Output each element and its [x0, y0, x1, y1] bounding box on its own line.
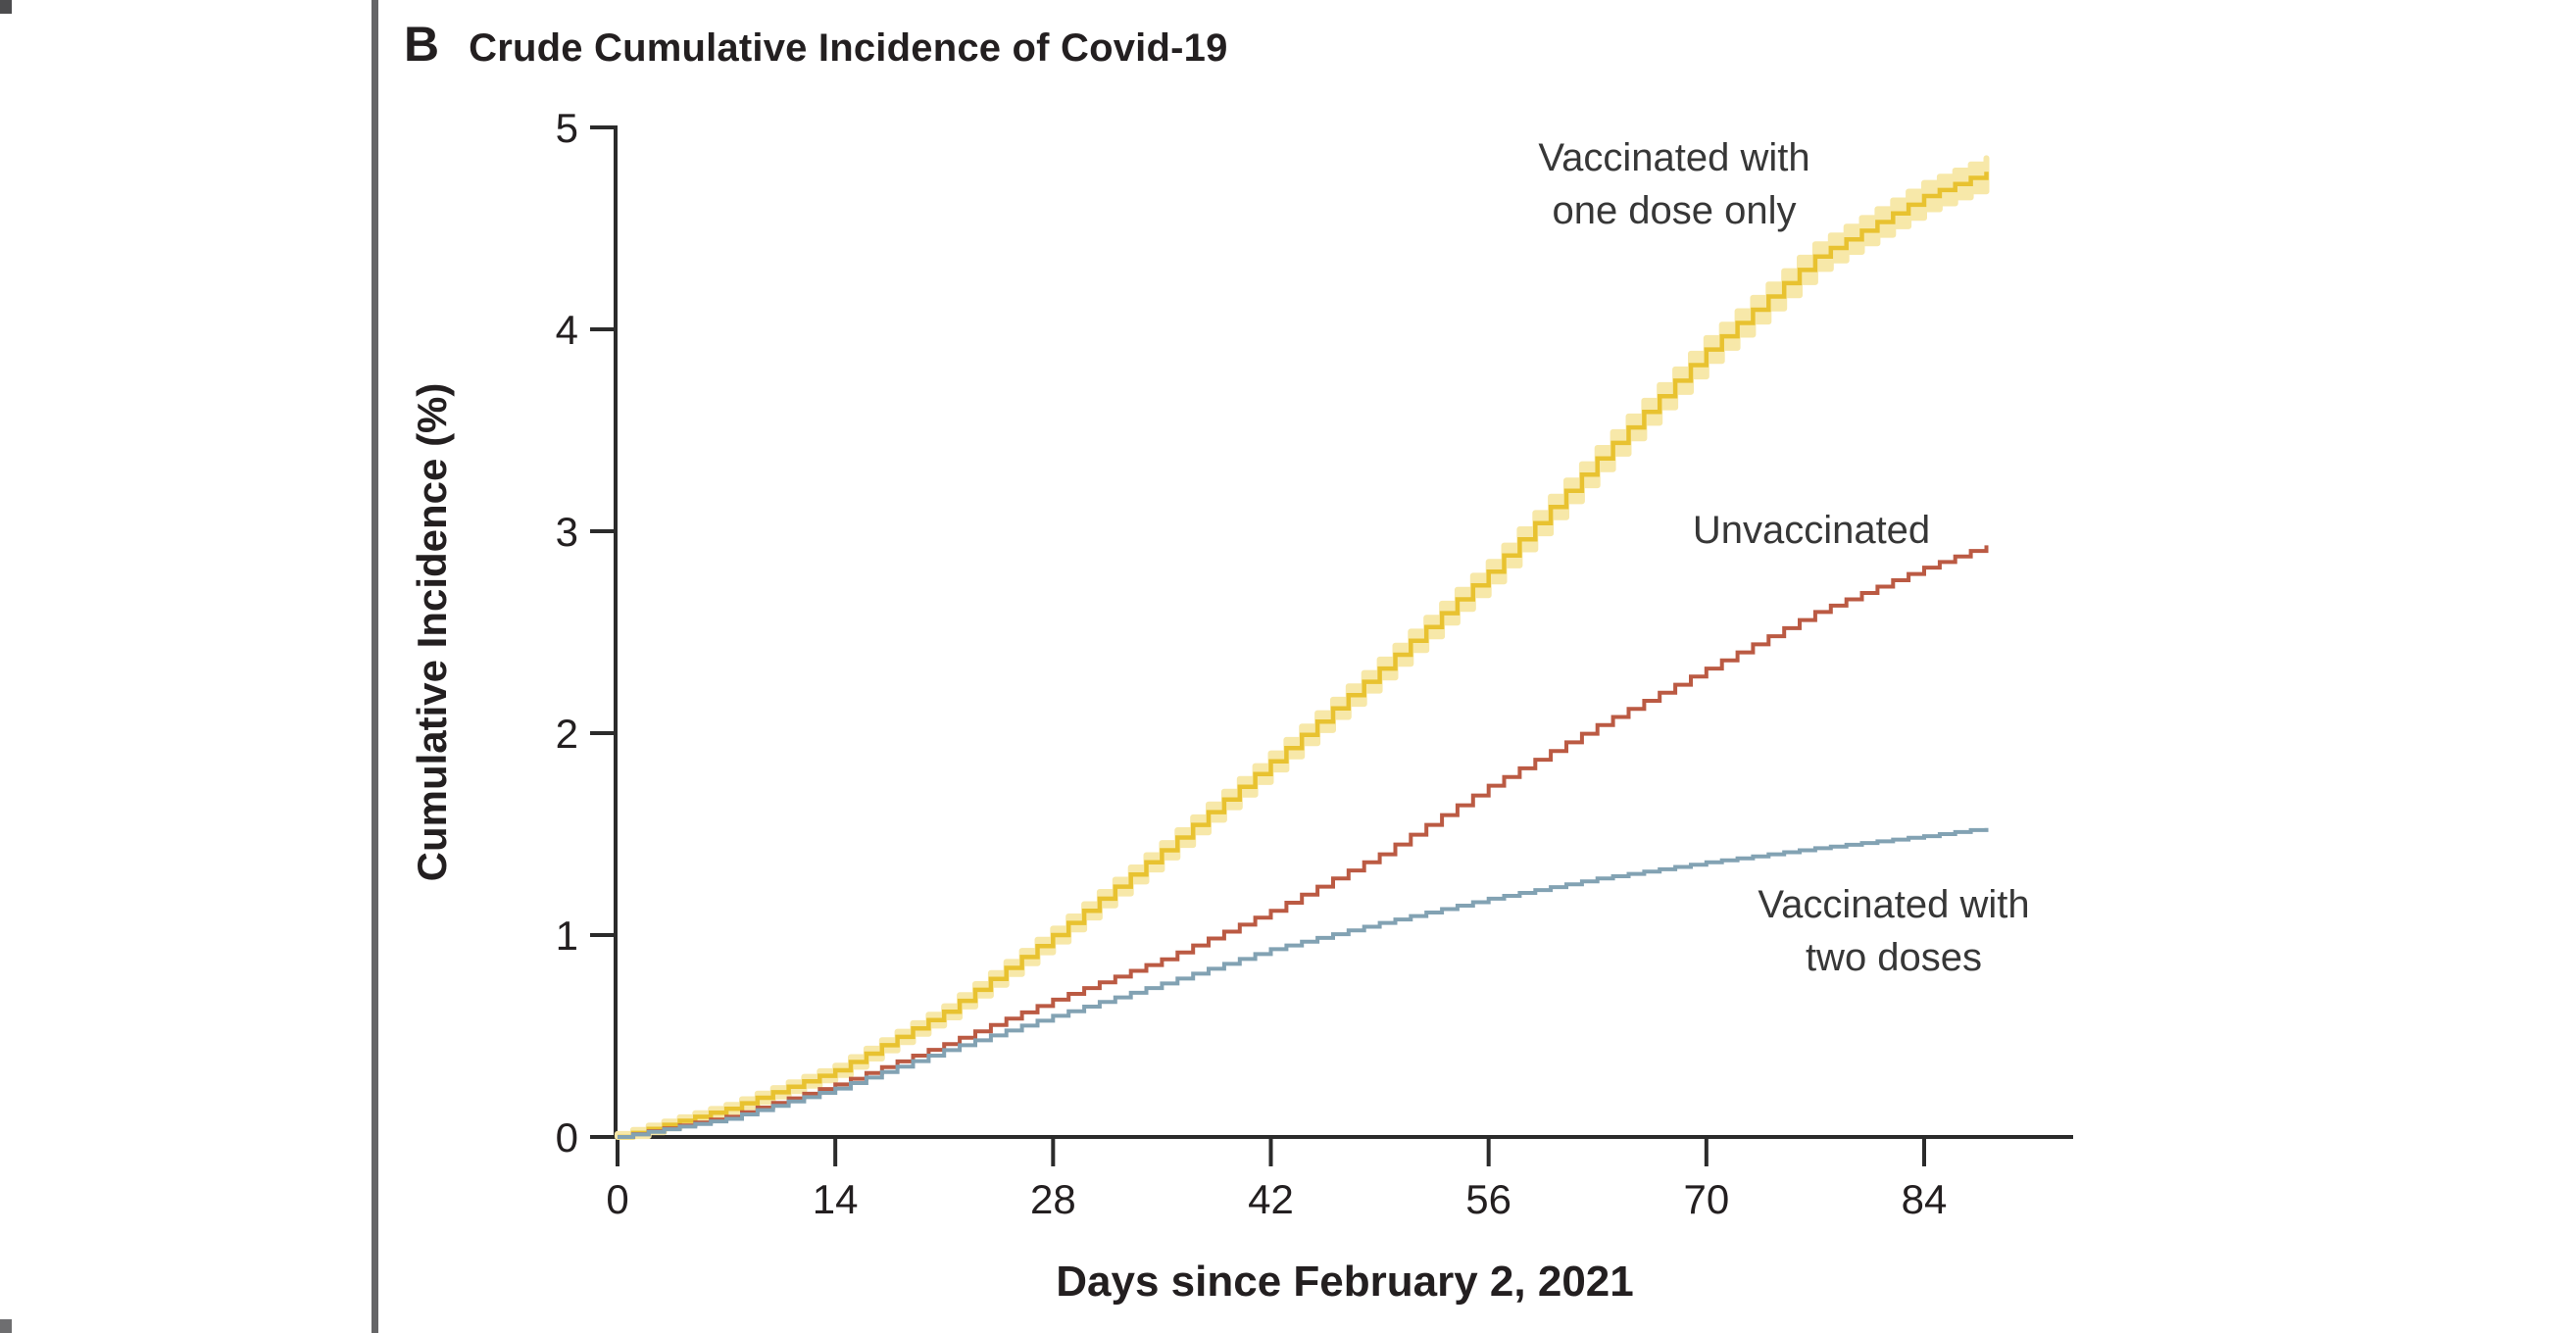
series-line-vaccinated-with-one-dose-only [618, 172, 1989, 1140]
y-tick-label: 5 [556, 105, 578, 151]
series-vaccinated-with-one-dose-only: Vaccinated with one dose only [615, 136, 1990, 1140]
series-line-unvaccinated [618, 545, 1989, 1139]
series-vaccinated-with-two-doses: Vaccinated with two doses [618, 827, 2030, 1139]
series-label-line: Vaccinated with [1538, 136, 1809, 179]
x-tick-label: 42 [1248, 1176, 1294, 1222]
series-label-unvaccinated: Unvaccinated [1693, 509, 1930, 552]
series-label-vaccinated-with-one-dose-only: Vaccinated with one dose only [1538, 136, 1809, 232]
y-axis-title: Cumulative Incidence (%) [409, 383, 455, 882]
y-tick-label: 3 [556, 509, 578, 555]
series-unvaccinated: Unvaccinated [618, 509, 1989, 1139]
series-label-line: Vaccinated with [1758, 883, 2029, 926]
y-tick-label: 1 [556, 913, 578, 959]
x-tick-label: 84 [1902, 1176, 1948, 1222]
axes: 0 1 2 3 4 5 0 14 28 42 56 70 84 [556, 105, 2073, 1222]
x-axis-title: Days since February 2, 2021 [1056, 1258, 1633, 1306]
y-tick-label: 0 [556, 1114, 578, 1160]
series-label-vaccinated-with-two-doses: Vaccinated with two doses [1758, 883, 2029, 979]
y-tick-label: 2 [556, 711, 578, 757]
series-label-line: Unvaccinated [1693, 509, 1930, 552]
x-tick-label: 28 [1030, 1176, 1076, 1222]
panel-title-text: Crude Cumulative Incidence of Covid-19 [469, 26, 1228, 70]
series-label-line: two doses [1806, 936, 1982, 979]
x-tick-label: 0 [606, 1176, 628, 1222]
y-tick-label: 4 [556, 307, 578, 353]
series-label-line: one dose only [1552, 189, 1796, 232]
panel-title: B Crude Cumulative Incidence of Covid-19 [404, 16, 1228, 73]
panel-divider-line [372, 0, 378, 1333]
series-line-vaccinated-with-two-doses [618, 827, 1989, 1139]
confidence-band-vaccinated-with-one-dose-only [615, 155, 1990, 1140]
crop-mark-bottom-left [0, 1319, 12, 1333]
panel-letter: B [404, 17, 440, 72]
x-tick-label: 14 [813, 1176, 859, 1222]
x-tick-label: 70 [1683, 1176, 1729, 1222]
crop-mark-top-left [0, 0, 12, 14]
x-tick-label: 56 [1465, 1176, 1511, 1222]
